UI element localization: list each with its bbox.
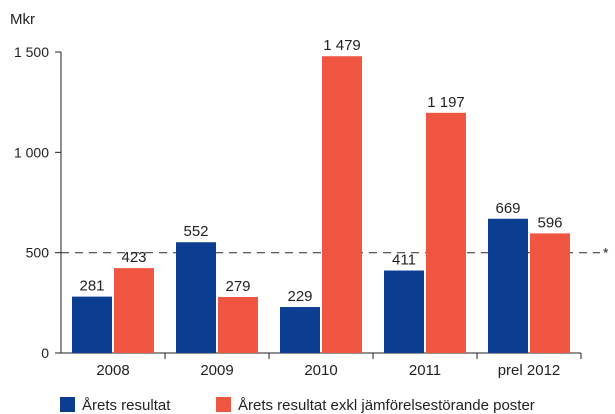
data-label: 1 197 xyxy=(427,94,465,111)
data-label: 229 xyxy=(287,288,312,305)
bar-arets-resultat xyxy=(176,242,216,353)
data-labels-group: 281 423 552 279 229 1 479 411 1 197 669 596 xyxy=(79,37,562,305)
x-tick-label: prel 2012 xyxy=(498,362,561,379)
bar-exkl-jamforelsestorande xyxy=(218,297,258,353)
x-tick-label: 2011 xyxy=(409,362,441,379)
bars-group xyxy=(72,56,570,354)
legend-label: Årets resultat xyxy=(82,397,171,414)
bar-exkl-jamforelsestorande xyxy=(322,56,362,354)
y-tick-label: 1 500 xyxy=(14,44,49,60)
data-label: 281 xyxy=(79,278,104,295)
bar-arets-resultat xyxy=(280,307,320,353)
data-label: 423 xyxy=(121,249,146,266)
legend-label: Årets resultat exkl jämförelsestörande p… xyxy=(238,397,535,414)
data-label: 279 xyxy=(225,278,250,295)
data-label: 596 xyxy=(537,214,562,231)
x-tick-label: 2009 xyxy=(200,362,233,379)
data-label: 1 479 xyxy=(323,37,361,54)
legend-swatch xyxy=(216,397,231,412)
y-tick-label: 0 xyxy=(41,345,49,361)
y-tick-label: 1 000 xyxy=(14,144,49,160)
y-tick-label: 500 xyxy=(26,245,50,261)
data-label: 552 xyxy=(183,223,208,240)
data-label: 669 xyxy=(495,200,520,217)
bar-arets-resultat xyxy=(72,296,112,353)
legend-swatch xyxy=(60,397,75,412)
data-label: 411 xyxy=(392,252,416,269)
bar-arets-resultat xyxy=(384,270,424,353)
bar-exkl-jamforelsestorande xyxy=(114,268,154,353)
x-tick-label: 2010 xyxy=(304,362,337,379)
y-axis-unit-label: Mkr xyxy=(10,11,35,28)
bar-arets-resultat xyxy=(488,218,528,353)
bar-exkl-jamforelsestorande xyxy=(530,233,570,353)
legend: Årets resultat Årets resultat exkl jämför… xyxy=(60,397,535,414)
x-tick-label: 2008 xyxy=(96,362,129,379)
reference-line-label: * xyxy=(603,245,609,261)
axes: 0 500 1 000 1 500 2008 2009 2010 2011 prel 2012 xyxy=(14,44,582,379)
bar-exkl-jamforelsestorande xyxy=(426,112,466,353)
